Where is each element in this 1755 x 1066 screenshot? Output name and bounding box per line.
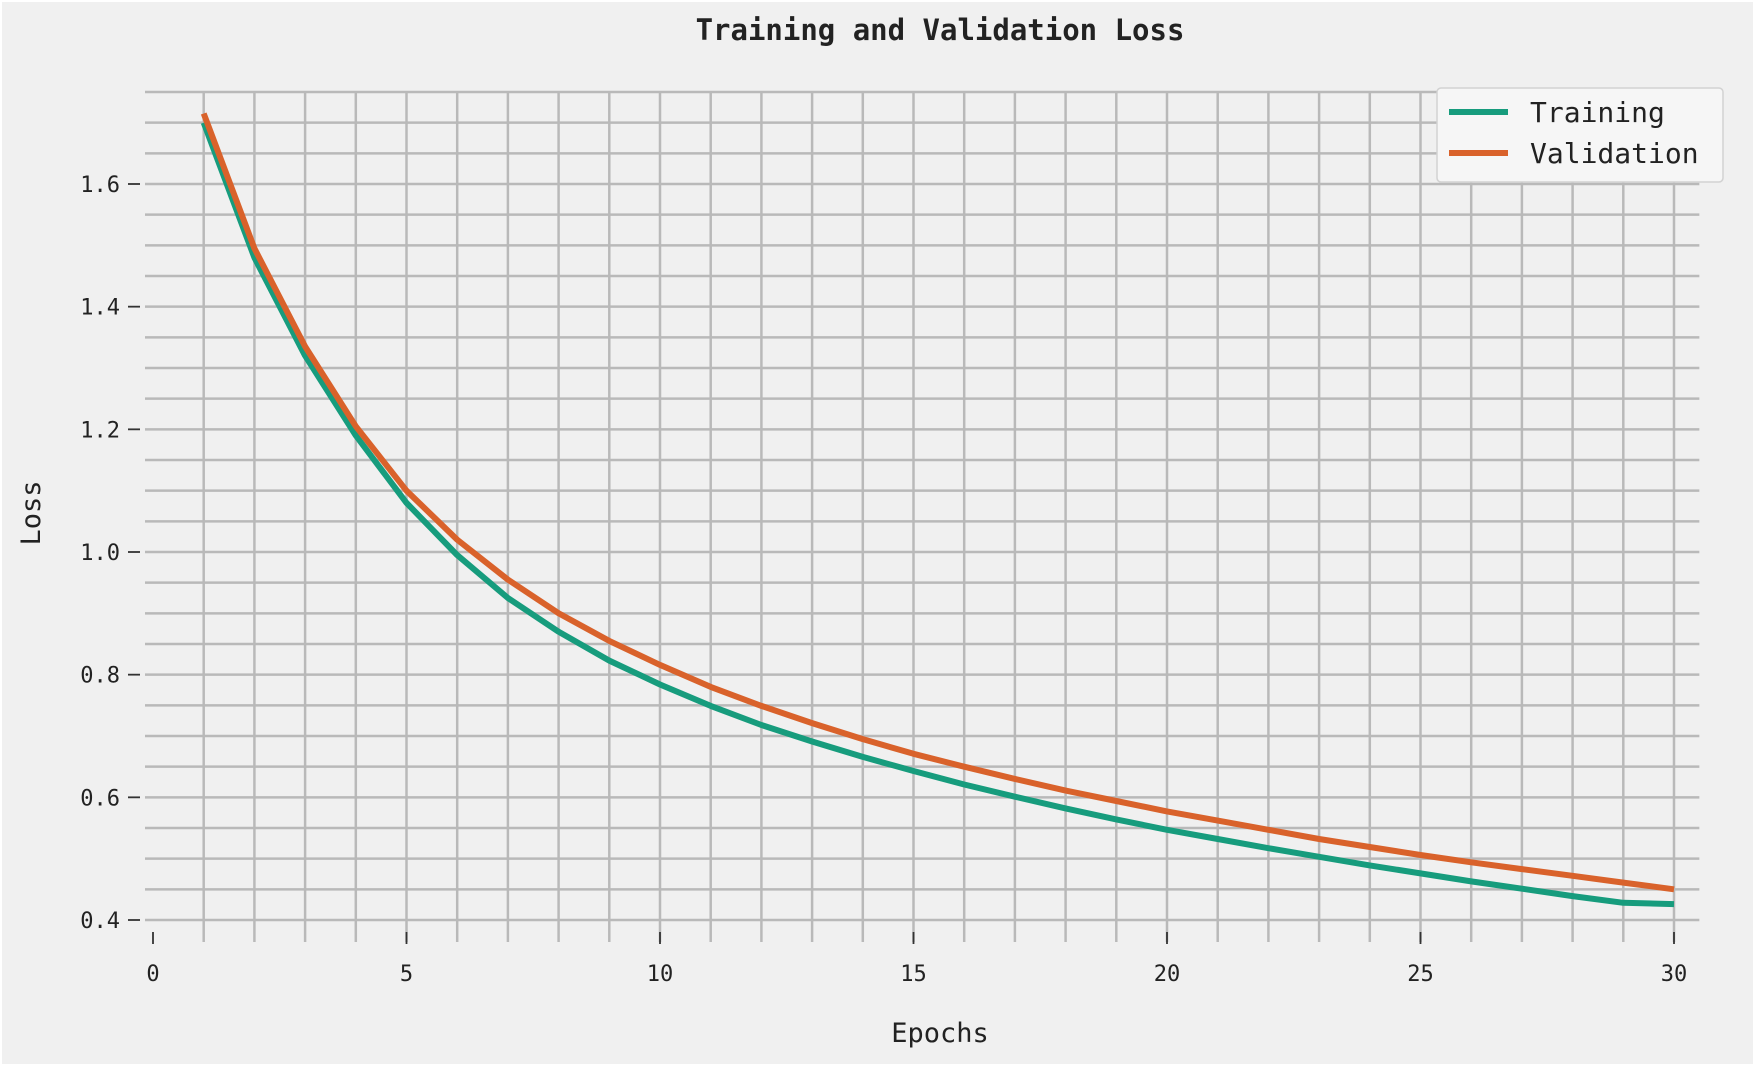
x-tick-label: 25 [1407,962,1434,987]
x-tick-label: 20 [1154,962,1181,987]
axis-ticks: 0 5 10 15 20 25 30 0.4 0.6 0.8 1.0 1.2 1.4 1.6 [80,173,1687,987]
legend-label-validation: Validation [1530,137,1699,170]
y-tick-label: 1.2 [80,418,120,443]
series-line-validation [200,112,1675,893]
x-tick-label: 15 [900,962,927,987]
legend-label-training: Training [1530,96,1665,129]
series-lines [200,112,1675,908]
chart-title: Training and Validation Loss [696,13,1185,47]
legend: Training Validation [1436,87,1724,183]
y-axis-label: Loss [16,480,47,545]
x-tick-label: 0 [146,962,159,987]
series-line-training [200,121,1675,908]
x-tick-label: 5 [400,962,413,987]
legend-box [1436,87,1724,183]
y-tick-label: 1.4 [80,296,120,321]
x-tick-label: 30 [1661,962,1688,987]
x-tick-label: 10 [647,962,674,987]
x-axis-label: Epochs [891,1018,989,1049]
y-tick-label: 1.6 [80,173,120,198]
y-tick-label: 1.0 [80,541,120,566]
y-tick-label: 0.6 [80,786,120,811]
y-tick-label: 0.8 [80,664,120,689]
y-tick-label: 0.4 [80,909,120,934]
